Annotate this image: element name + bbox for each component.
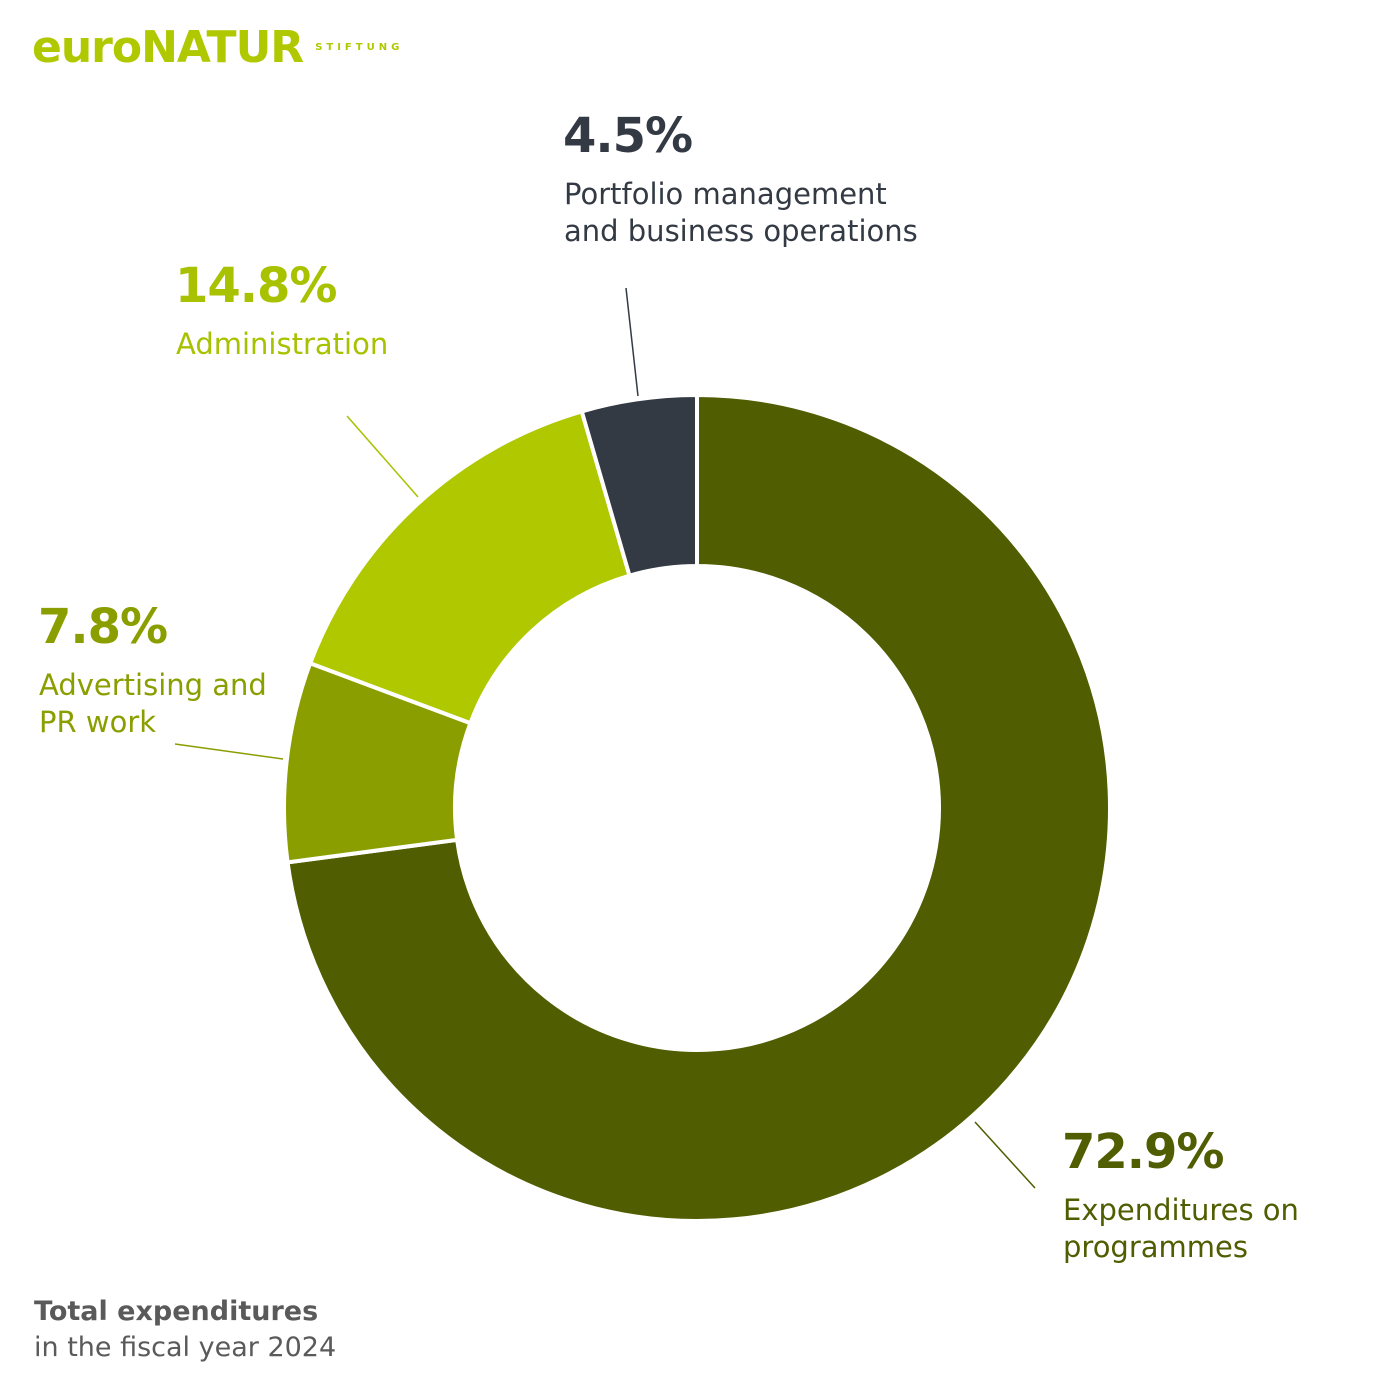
caption-subtitle: in the fiscal year 2024 [34,1332,337,1363]
donut-slice-1 [285,392,1112,1223]
leader-line-1 [974,1121,1036,1189]
slice-category-label-4-line-1: Portfolio management [564,177,887,211]
slice-category-label-2-line-2: PR work [39,705,156,739]
slice-percent-label-1: 72.9% [1062,1124,1224,1180]
slice-percent-label-4: 4.5% [563,108,692,164]
logo-subtitle: STIFTUNG [315,42,404,53]
slice-percent-label-3: 14.8% [175,258,337,314]
slice-category-label-2-line-1: Advertising and [39,668,267,702]
donut-slice-4 [579,392,699,579]
logo-wordmark: euroNATUR [32,22,304,73]
leader-line-2 [174,743,284,760]
slice-category-label-1-line-1: Expenditures on [1063,1193,1299,1227]
chart-caption: Total expenditures in the fiscal year 20… [34,1294,336,1366]
donut-slice-3 [307,408,632,726]
slice-category-label-4-line-2: and business operations [564,214,918,248]
slice-percent-label-2: 7.8% [38,599,167,655]
caption-title: Total expenditures [34,1296,319,1327]
leader-line-4 [625,287,639,397]
slice-category-label-3-line-1: Administration [176,327,388,361]
leader-line-3 [346,415,419,498]
logo: euroNATUR STIFTUNG [32,26,403,70]
slice-category-label-1-line-2: programmes [1063,1230,1248,1264]
